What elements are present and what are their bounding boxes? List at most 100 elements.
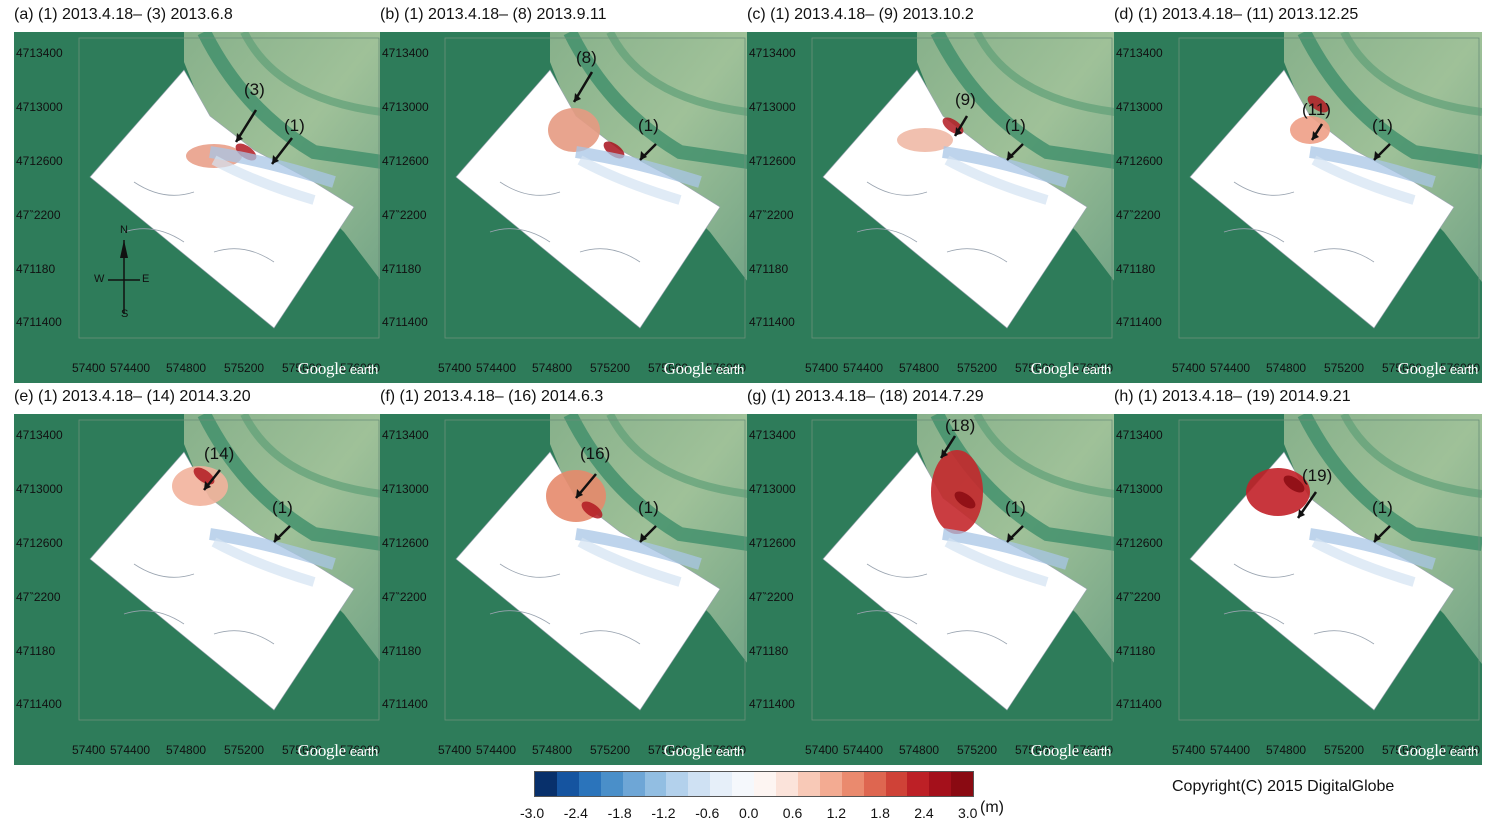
y-tick-label: 4713400	[749, 428, 796, 442]
colorbar-swatch	[535, 772, 557, 796]
y-tick-label: 4712600	[382, 154, 429, 168]
panel-title: (f) (1) 2013.4.18– (16) 2014.6.3	[380, 388, 604, 405]
map-graphic	[1114, 414, 1482, 765]
map-panel: (a) (1) 2013.4.18– (3) 2013.6.8	[14, 0, 382, 383]
watermark-brand: Google	[663, 741, 713, 760]
colorbar-swatch	[863, 772, 886, 796]
y-tick-label: 4713000	[16, 100, 63, 114]
colorbar-swatch	[841, 772, 864, 796]
colorbar-swatch	[797, 772, 820, 796]
x-tick-label: 575200	[1324, 743, 1365, 757]
callout-label: (8)	[576, 48, 597, 67]
y-tick-label: 4711400	[749, 315, 795, 329]
y-tick-label: 47‶2200	[749, 590, 794, 604]
colorbar	[534, 771, 974, 797]
x-tick-label: 574800	[532, 361, 573, 375]
map-graphic	[747, 32, 1115, 383]
x-tick-label: 576000	[1440, 361, 1481, 375]
y-tick-label: 4713400	[749, 46, 796, 60]
colorbar-swatch	[666, 772, 689, 796]
colorbar-swatch	[732, 772, 755, 796]
map-panel: (h) (1) 2013.4.18– (19) 2014.9.21	[1114, 382, 1482, 765]
map-graphic	[380, 32, 748, 383]
y-tick-label: 4713400	[1116, 428, 1163, 442]
map-graphic	[1114, 32, 1482, 383]
callout-label: (19)	[1302, 466, 1333, 485]
x-tick-label: 575600	[1015, 361, 1056, 375]
y-tick-label: 4713400	[1116, 46, 1163, 60]
colorbar-tick-label: 3.0	[958, 805, 978, 821]
y-tick-label: 4712600	[16, 536, 63, 550]
satellite-map: 4713400 4713000 4712600 47‶2200 471180 471140…	[747, 414, 1115, 765]
colorbar-tick-label: 0.6	[782, 805, 803, 821]
x-tick-label: 574′	[805, 361, 828, 375]
compass-s: S	[121, 308, 129, 320]
y-tick-label: 47‶2200	[1116, 208, 1161, 222]
y-tick-label: 4713400	[16, 46, 63, 60]
y-tick-label: 4713000	[1116, 100, 1163, 114]
x-tick-label: 575600	[1382, 743, 1423, 757]
y-tick-label: 4713000	[16, 482, 63, 496]
colorbar-tick-label: -1.8	[607, 805, 632, 821]
panel-title: (e) (1) 2013.4.18– (14) 2014.3.20	[14, 388, 251, 405]
x-tick-label: 576000	[1073, 743, 1114, 757]
x-tick-label: 576000	[706, 743, 747, 757]
map-graphic	[14, 32, 382, 383]
x-tick-label: 574400	[476, 743, 517, 757]
colorbar-swatch	[710, 772, 733, 796]
copyright-text: Copyright(C) 2015 DigitalGlobe	[1172, 778, 1395, 795]
colorbar-tick-label: -3.0	[520, 805, 545, 821]
x-tick-label: 574′	[72, 361, 95, 375]
callout-label: (3)	[244, 80, 265, 99]
y-tick-label: 4712600	[1116, 536, 1163, 550]
google-earth-watermark: Google earth	[1030, 741, 1112, 761]
y-tick-label: 471180	[16, 644, 56, 658]
colorbar-swatch	[885, 772, 908, 796]
x-tick-label: 575600	[648, 361, 689, 375]
x-tick-label: 574400	[110, 361, 151, 375]
y-tick-label: 4712600	[16, 154, 63, 168]
y-tick-label: 471180	[382, 262, 422, 276]
colorbar-swatch	[929, 772, 952, 796]
y-tick-label: 4712600	[749, 536, 796, 550]
google-earth-watermark: Google earth	[298, 741, 379, 761]
compass-w: W	[94, 273, 105, 285]
map-panel: (f) (1) 2013.4.18– (16) 2014.6.3	[380, 382, 748, 765]
map-graphic	[380, 414, 748, 765]
y-tick-label: 4711400	[16, 697, 62, 711]
y-tick-label: 4711400	[1116, 697, 1162, 711]
colorbar-tick-label: 1.2	[826, 805, 847, 821]
colorbar-swatch	[556, 772, 579, 796]
colorbar-swatch	[775, 772, 798, 796]
x-tick-label: 575600	[648, 743, 689, 757]
compass-n: N	[120, 224, 128, 236]
y-tick-label: 471180	[382, 644, 422, 658]
colorbar-unit: (m)	[980, 799, 1004, 816]
x-tick-label: 00	[1192, 743, 1206, 757]
x-tick-label: 576000	[1440, 743, 1481, 757]
watermark-suffix: earth	[1082, 362, 1111, 377]
x-tick-label: 575200	[1324, 361, 1365, 375]
x-tick-label: 00	[458, 361, 472, 375]
x-tick-label: 576000	[1073, 361, 1114, 375]
x-tick-label: 575600	[282, 743, 323, 757]
y-tick-label: 4713000	[382, 100, 429, 114]
map-panel: (e) (1) 2013.4.18– (14) 2014.3.20	[14, 382, 382, 765]
x-tick-label: 574800	[532, 743, 573, 757]
colorbar-swatch	[688, 772, 711, 796]
colorbar-swatch	[600, 772, 623, 796]
colorbar-tick-label: 0.0	[739, 805, 759, 821]
panel-title: (d) (1) 2013.4.18– (11) 2013.12.25	[1114, 6, 1359, 23]
x-tick-label: 574800	[1266, 361, 1307, 375]
x-tick-label: 574400	[110, 743, 151, 757]
google-earth-watermark: Google earth	[298, 359, 379, 379]
watermark-brand: Google	[1397, 359, 1447, 378]
map-panel: (g) (1) 2013.4.18– (18) 2014.7.29	[747, 382, 1115, 765]
colorbar-swatch	[907, 772, 930, 796]
watermark-brand: Google	[1030, 741, 1080, 760]
satellite-map: 4713400 4713000 4712600 47‶2200 471180 471140…	[380, 414, 748, 765]
y-tick-label: 4713000	[749, 482, 796, 496]
watermark-suffix: earth	[349, 362, 378, 377]
x-tick-label: 576000	[340, 743, 381, 757]
watermark-suffix: earth	[1082, 744, 1111, 759]
